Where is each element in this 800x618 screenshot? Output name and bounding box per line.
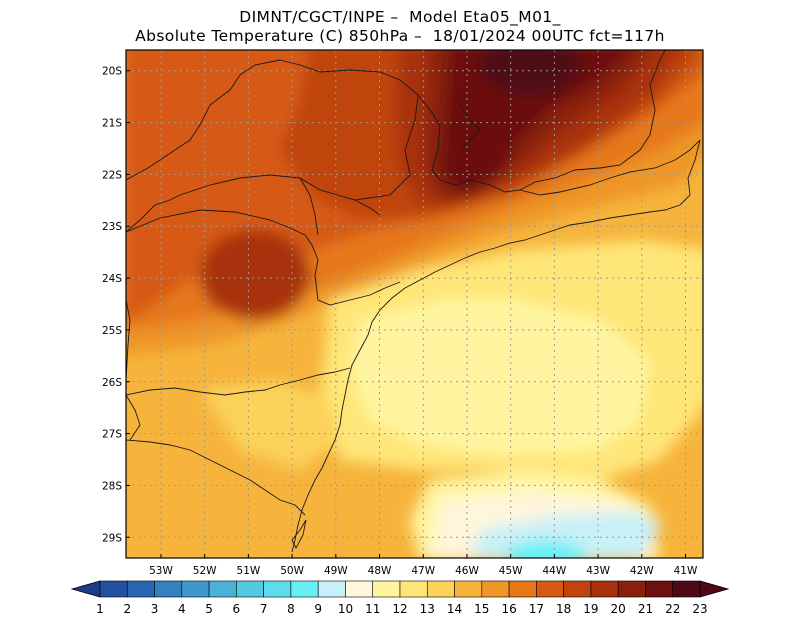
colorbar	[70, 580, 730, 598]
colorbar-label: 14	[447, 602, 462, 616]
lat-label: 21S	[102, 118, 122, 130]
colorbar-label: 9	[314, 602, 322, 616]
lon-label: 47W	[411, 565, 435, 577]
state-border-pr-sc	[126, 367, 351, 396]
lat-label: 29S	[102, 532, 122, 544]
lon-label: 52W	[193, 565, 217, 577]
colorbar-label: 21	[638, 602, 653, 616]
longitude-labels: 53W 52W 51W 50W 49W 48W 47W 46W 45W 44W 43W 42W 41W	[149, 554, 698, 577]
temperature-field	[126, 50, 703, 558]
lon-label: 46W	[455, 565, 479, 577]
colorbar-end-low	[70, 580, 101, 598]
colorbar-label: 1	[96, 602, 104, 616]
chart-title-line1: DIMNT/CGCT/INPE – Model Eta05_M01_	[239, 8, 561, 26]
river-parana	[299, 104, 481, 236]
lat-label: 22S	[102, 169, 122, 181]
colorbar-label: 11	[365, 602, 380, 616]
colorbar-swatch	[481, 580, 510, 598]
colorbar-swatch	[399, 580, 428, 598]
lon-label: 45W	[499, 565, 523, 577]
state-border-mg-rj	[519, 139, 701, 196]
colorbar-swatch	[181, 580, 210, 598]
colorbar-swatch	[454, 580, 483, 598]
colorbar-label: 12	[392, 602, 407, 616]
lat-label: 24S	[102, 273, 122, 285]
lat-label: 25S	[102, 325, 122, 337]
coastline	[291, 139, 701, 553]
lat-label: 23S	[102, 221, 122, 233]
state-border-sc-rs	[126, 439, 306, 516]
colorbar-label: 2	[123, 602, 131, 616]
lon-label: 53W	[149, 565, 173, 577]
lon-label: 50W	[280, 565, 304, 577]
lon-label: 41W	[674, 565, 698, 577]
colorbar-swatch	[154, 580, 183, 598]
colorbar-swatch	[263, 580, 292, 598]
field-blob-20-sw	[200, 230, 310, 320]
colorbar-label: 6	[233, 602, 241, 616]
colorbar-label: 5	[205, 602, 213, 616]
colorbar-label: 3	[151, 602, 159, 616]
colorbar-label: 10	[338, 602, 353, 616]
colorbar-labels: 1 2 3 4 5 6 7 8 9 10 11 12 13 14 15 16 17 18 19 20 21 22 23	[96, 602, 707, 616]
colorbar-label: 15	[474, 602, 489, 616]
colorbar-swatch	[672, 580, 701, 598]
colorbar-swatch	[590, 580, 619, 598]
graticule	[126, 50, 703, 558]
colorbar-swatch	[317, 580, 346, 598]
colorbar-swatch	[236, 580, 264, 598]
colorbar-label: 20	[611, 602, 626, 616]
colorbar-swatch	[508, 580, 537, 598]
lon-label: 44W	[543, 565, 567, 577]
lat-label: 28S	[102, 480, 122, 492]
colorbar-label: 22	[665, 602, 680, 616]
colorbar-label: 16	[501, 602, 516, 616]
field-band-14	[200, 380, 340, 470]
colorbar-swatch	[345, 580, 374, 598]
colorbar-swatch	[536, 580, 564, 598]
colorbar-swatch	[563, 580, 592, 598]
state-border-ms-sp	[126, 59, 419, 233]
colorbar-swatch	[426, 580, 455, 598]
lon-label: 49W	[324, 565, 348, 577]
colorbar-label: 19	[583, 602, 598, 616]
field-band-9	[505, 541, 585, 558]
latitude-labels: 20S 21S 22S 23S 24S 25S 26S 27S 28S 29S	[102, 66, 130, 544]
lon-label: 51W	[237, 565, 261, 577]
colorbar-label: 23	[692, 602, 707, 616]
colorbar-label: 7	[260, 602, 268, 616]
colorbar-swatch	[617, 580, 646, 598]
colorbar-label: 13	[420, 602, 435, 616]
colorbar-swatch	[208, 580, 237, 598]
lon-label: 48W	[368, 565, 392, 577]
colorbar-swatch	[99, 580, 128, 598]
state-border-sp-pr	[126, 209, 401, 306]
colorbar-label: 17	[529, 602, 544, 616]
plot-frame	[125, 49, 704, 559]
field-core-23	[480, 50, 580, 95]
lake-patos	[291, 519, 307, 549]
colorbar-label: 4	[178, 602, 186, 616]
chart-title-line2: Absolute Temperature (C) 850hPa – 18/01/…	[135, 27, 665, 45]
political-boundaries	[126, 50, 701, 553]
colorbar-label: 8	[287, 602, 295, 616]
field-band-15-sw	[126, 430, 290, 558]
colorbar-end-high	[699, 580, 730, 598]
lon-label: 43W	[586, 565, 610, 577]
colorbar-swatch	[126, 580, 155, 598]
lat-label: 26S	[102, 377, 122, 389]
colorbar-swatch	[372, 580, 401, 598]
lat-label: 20S	[102, 66, 122, 78]
state-border-sp-mg	[417, 50, 666, 193]
colorbar-swatch	[290, 580, 319, 598]
lat-label: 27S	[102, 429, 122, 441]
colorbar-label: 18	[556, 602, 571, 616]
colorbar-swatch	[645, 580, 674, 598]
lon-label: 42W	[630, 565, 654, 577]
country-border-paraguay-argentina	[126, 299, 141, 441]
field-band-12	[350, 300, 650, 455]
